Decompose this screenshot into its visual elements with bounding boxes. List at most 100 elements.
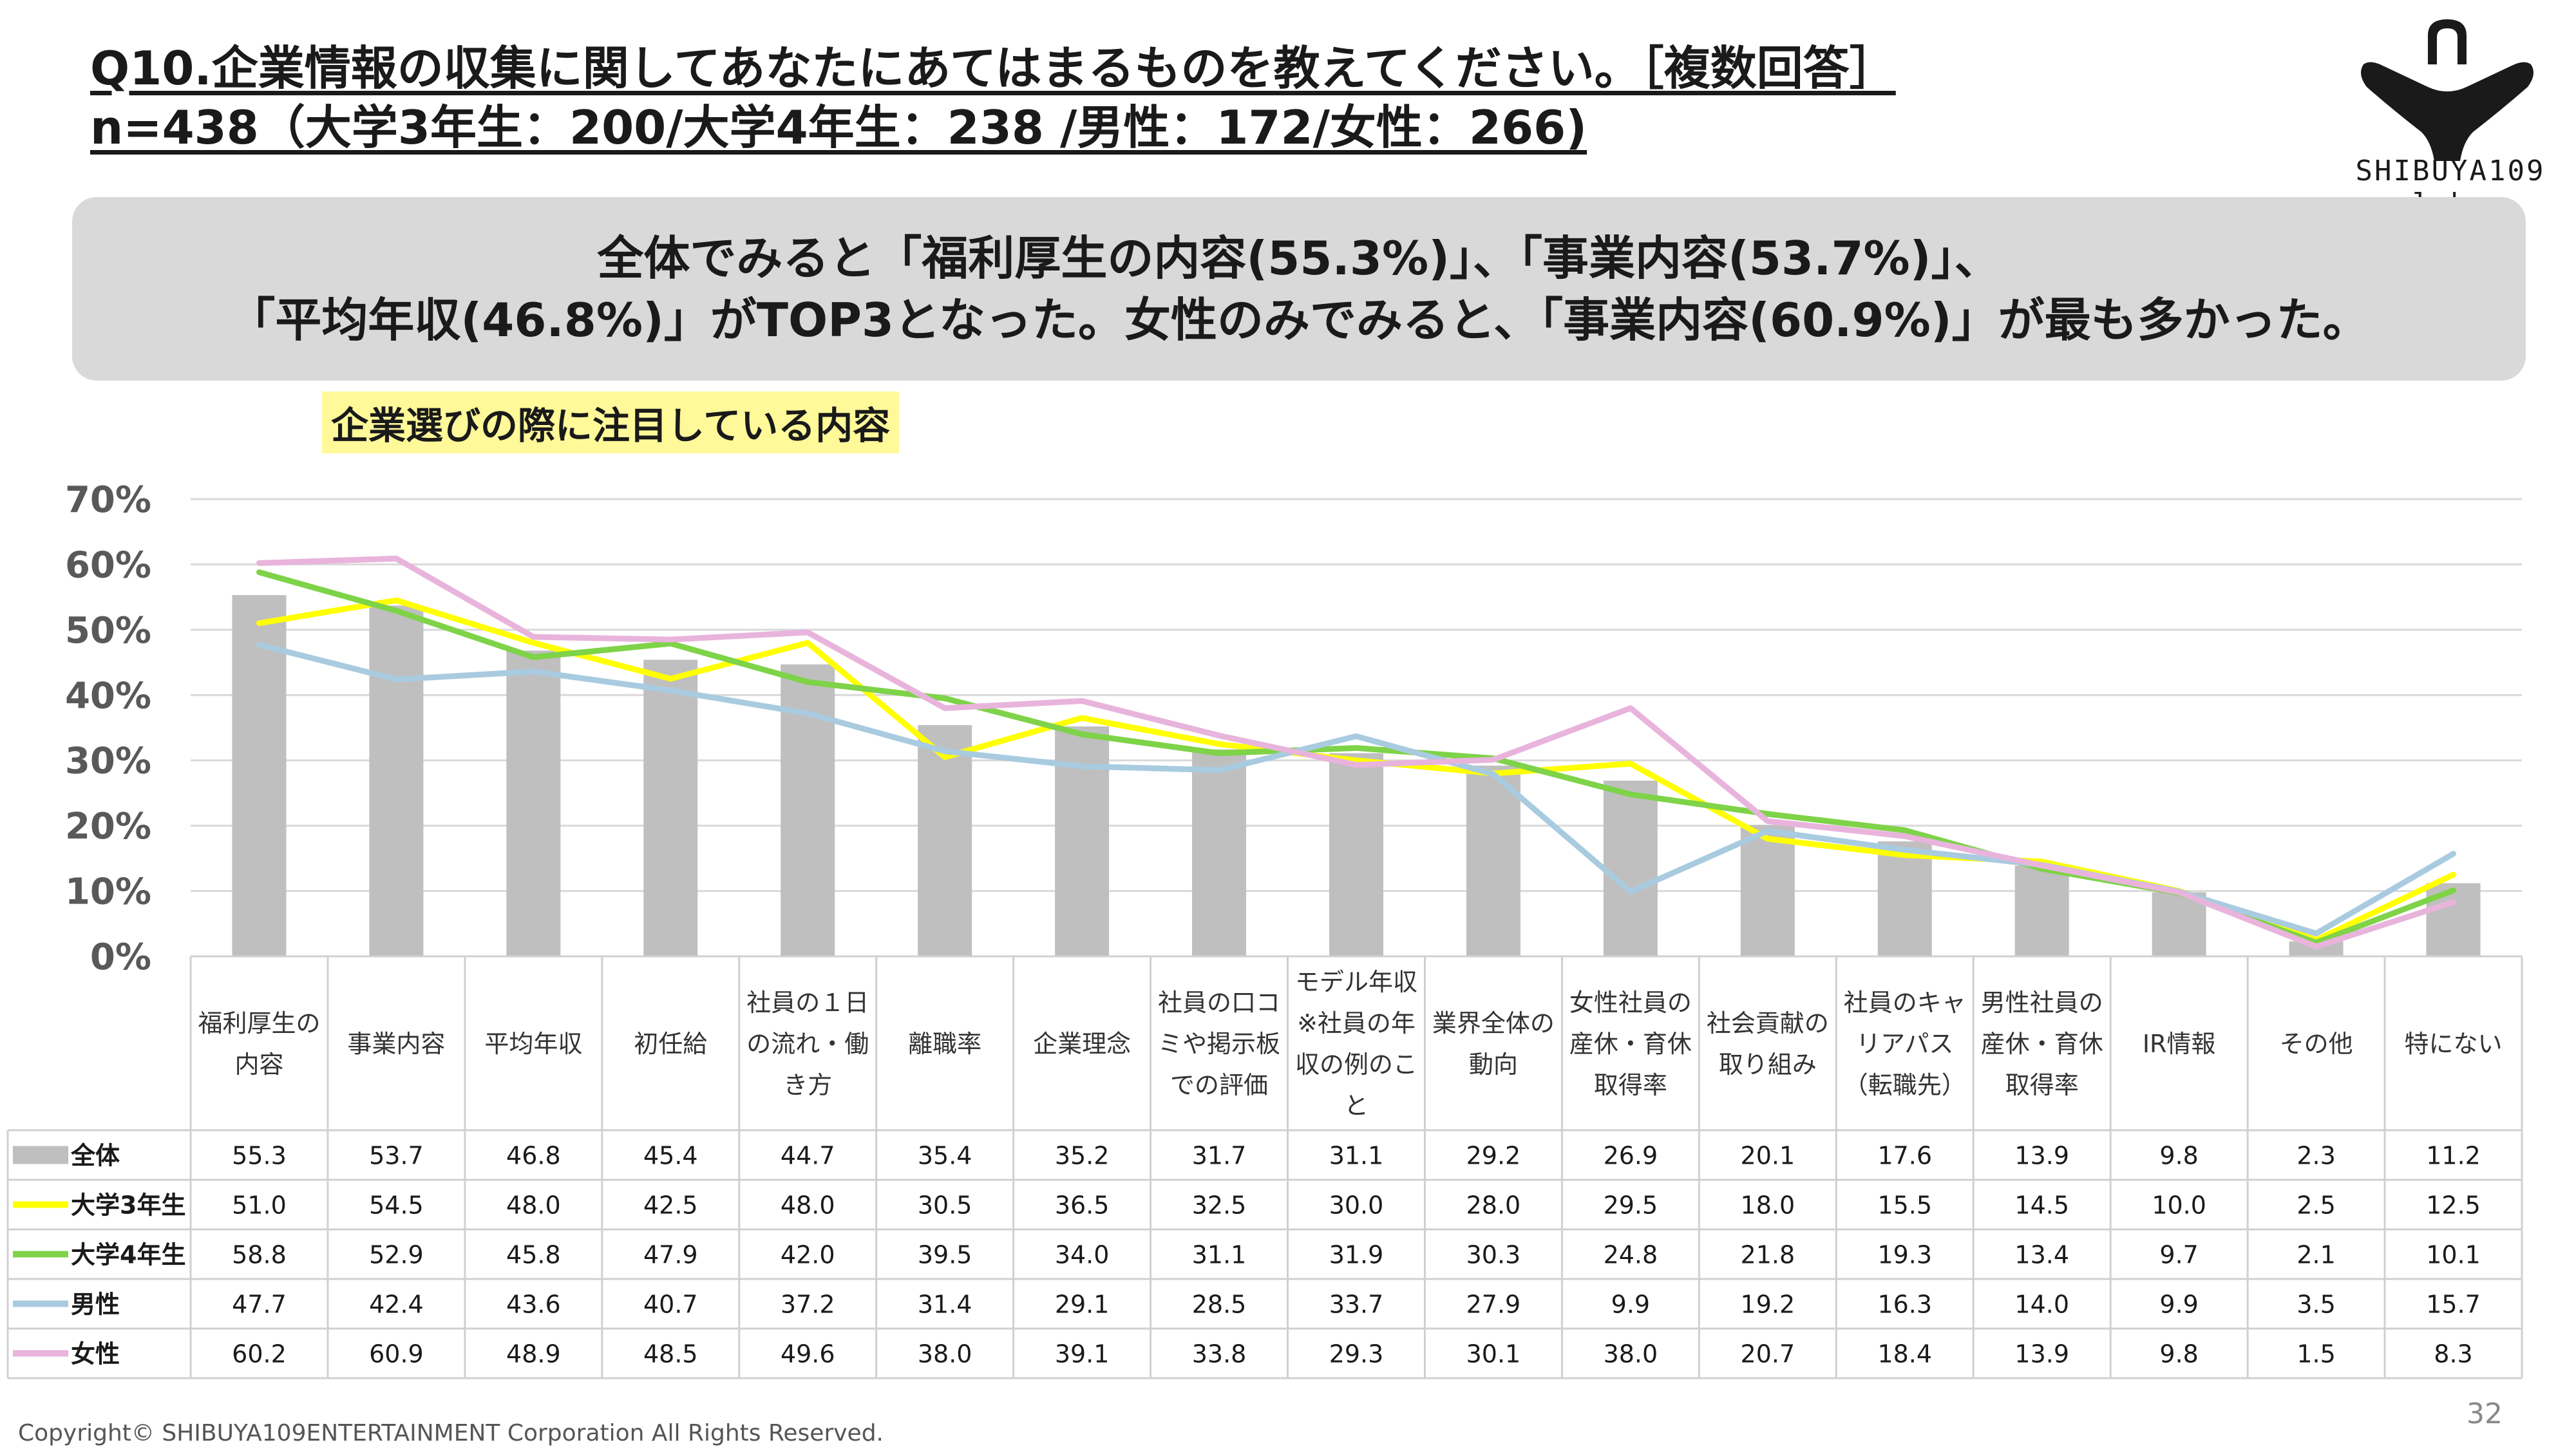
category-label: （転職先） xyxy=(1844,1071,1966,1099)
summary-box: 全体でみると「福利厚生の内容(55.3%)」、「事業内容(53.7%)」、 「平… xyxy=(72,197,2526,381)
table-cell-value: 31.4 xyxy=(918,1291,972,1319)
table-cell-value: 13.4 xyxy=(2014,1241,2069,1269)
bar-全体 xyxy=(2152,892,2206,956)
category-label: 内容 xyxy=(234,1050,283,1079)
table-cell-value: 28.0 xyxy=(1466,1191,1521,1220)
y-tick-label: 20% xyxy=(65,806,151,848)
category-label: と xyxy=(1344,1092,1368,1120)
category-label: での評価 xyxy=(1170,1071,1268,1099)
category-label: 社会貢献の xyxy=(1707,1009,1829,1037)
category-label: 平均年収 xyxy=(484,1030,582,1058)
table-cell-value: 53.7 xyxy=(369,1142,424,1170)
category-label: 動向 xyxy=(1469,1050,1518,1079)
table-cell-value: 60.2 xyxy=(232,1340,287,1368)
slide-title: Q10.企業情報の収集に関してあなたにあてはまるものを教えてください。［複数回答… xyxy=(90,39,1896,157)
bar-全体 xyxy=(1603,781,1658,956)
table-cell-value: 2.3 xyxy=(2297,1142,2335,1170)
table-cell-value: 14.5 xyxy=(2014,1191,2069,1220)
table-cell-value: 9.8 xyxy=(2159,1340,2198,1368)
y-tick-label: 0% xyxy=(90,936,151,978)
table-cell-value: 48.5 xyxy=(643,1340,698,1368)
bar-全体 xyxy=(643,659,698,956)
y-tick-label: 60% xyxy=(65,544,151,586)
table-cell-value: 9.9 xyxy=(2159,1291,2198,1319)
bar-全体 xyxy=(232,595,287,956)
table-cell-value: 54.5 xyxy=(369,1191,424,1220)
legend-label: 男性 xyxy=(71,1291,120,1319)
table-cell-value: 2.1 xyxy=(2297,1241,2335,1269)
table-cell-value: 30.1 xyxy=(1466,1340,1521,1368)
table-cell-value: 51.0 xyxy=(232,1191,287,1220)
title-line-1: Q10.企業情報の収集に関してあなたにあてはまるものを教えてください。［複数回答… xyxy=(90,41,1896,95)
bar-全体 xyxy=(2014,866,2069,956)
bar-全体 xyxy=(1877,841,1932,956)
table-cell-value: 10.0 xyxy=(2152,1191,2206,1220)
table-cell-value: 18.0 xyxy=(1741,1191,1795,1220)
category-label: 社員の口コ xyxy=(1158,989,1280,1017)
y-tick-label: 70% xyxy=(65,479,151,521)
table-cell-value: 31.9 xyxy=(1329,1241,1384,1269)
table-cell-value: 18.4 xyxy=(1877,1340,1932,1368)
bar-全体 xyxy=(1055,726,1110,956)
table-cell-value: 52.9 xyxy=(369,1241,424,1269)
category-label: リアパス xyxy=(1856,1030,1953,1058)
table-cell-value: 55.3 xyxy=(232,1142,287,1170)
table-cell-value: 48.9 xyxy=(506,1340,561,1368)
table-cell-value: 2.5 xyxy=(2297,1191,2335,1220)
summary-line-1: 全体でみると「福利厚生の内容(55.3%)」、「事業内容(53.7%)」、 xyxy=(597,231,2001,285)
table-cell-value: 15.7 xyxy=(2426,1291,2481,1319)
table-cell-value: 44.7 xyxy=(781,1142,835,1170)
table-cell-value: 29.5 xyxy=(1604,1191,1658,1220)
y-tick-label: 40% xyxy=(65,675,151,717)
table-cell-value: 31.7 xyxy=(1192,1142,1247,1170)
table-cell-value: 39.5 xyxy=(918,1241,972,1269)
table-cell-value: 35.2 xyxy=(1055,1142,1110,1170)
table-cell-value: 28.5 xyxy=(1192,1291,1247,1319)
category-label: ※社員の年 xyxy=(1297,1009,1416,1037)
table-cell-value: 8.3 xyxy=(2434,1340,2472,1368)
table-cell-value: 24.8 xyxy=(1604,1241,1658,1269)
table-cell-value: 40.7 xyxy=(643,1291,698,1319)
table-cell-value: 21.8 xyxy=(1741,1241,1795,1269)
category-label: その他 xyxy=(2280,1030,2353,1058)
table-cell-value: 15.5 xyxy=(1877,1191,1932,1220)
bar-全体 xyxy=(1192,749,1247,956)
category-label: 収の例のこ xyxy=(1295,1050,1417,1079)
table-cell-value: 48.0 xyxy=(781,1191,835,1220)
table-cell-value: 9.9 xyxy=(1611,1291,1650,1319)
category-label: 取得率 xyxy=(2005,1071,2079,1099)
category-label: 女性社員の xyxy=(1569,989,1692,1017)
bar-全体 xyxy=(1466,765,1520,956)
y-tick-label: 50% xyxy=(65,610,151,652)
table-cell-value: 13.9 xyxy=(2014,1340,2069,1368)
category-label: 産休・育休 xyxy=(1569,1030,1692,1058)
category-label: 初任給 xyxy=(634,1030,707,1058)
table-cell-value: 16.3 xyxy=(1877,1291,1932,1319)
category-label: 産休・育休 xyxy=(1981,1030,2103,1058)
table-cell-value: 1.5 xyxy=(2297,1340,2335,1368)
shibuya109-logo-icon xyxy=(2361,19,2533,161)
category-label: モデル年収 xyxy=(1295,968,1417,996)
category-label: ミや掲示板 xyxy=(1158,1030,1280,1058)
bar-全体 xyxy=(1329,753,1383,956)
table-cell-value: 45.4 xyxy=(643,1142,698,1170)
table-cell-value: 47.7 xyxy=(232,1291,287,1319)
y-tick-label: 10% xyxy=(65,871,151,913)
category-label: IR情報 xyxy=(2143,1030,2216,1058)
table-cell-value: 43.6 xyxy=(506,1291,561,1319)
legend-label: 大学3年生 xyxy=(71,1191,185,1220)
table-cell-value: 13.9 xyxy=(2014,1142,2069,1170)
category-label: 企業理念 xyxy=(1033,1030,1131,1058)
table-cell-value: 20.1 xyxy=(1741,1142,1795,1170)
category-label: 取り組み xyxy=(1719,1050,1817,1079)
table-cell-value: 42.0 xyxy=(781,1241,835,1269)
category-label: 福利厚生の xyxy=(198,1009,320,1037)
table-cell-value: 60.9 xyxy=(369,1340,424,1368)
table-cell-value: 9.7 xyxy=(2159,1241,2198,1269)
category-label: 特にない xyxy=(2405,1030,2503,1058)
table-cell-value: 42.4 xyxy=(369,1291,424,1319)
table-cell-value: 9.8 xyxy=(2159,1142,2198,1170)
copyright: Copyright© SHIBUYA109ENTERTAINMENT Corpo… xyxy=(18,1420,884,1446)
table-cell-value: 37.2 xyxy=(781,1291,835,1319)
table-cell-value: 35.4 xyxy=(918,1142,972,1170)
